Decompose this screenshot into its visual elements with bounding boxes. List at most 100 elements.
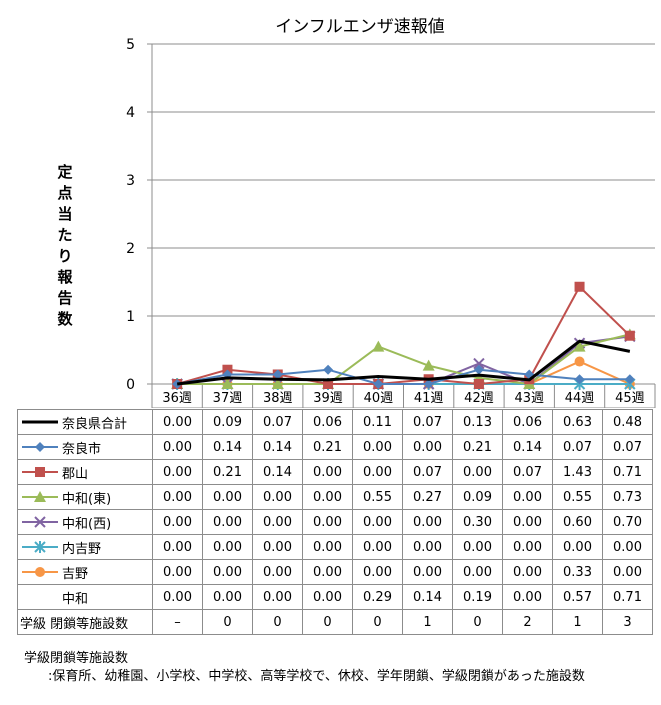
- data-label: 0.00: [302, 459, 353, 485]
- data-point: [422, 359, 435, 371]
- data-point: [372, 340, 385, 352]
- data-label: 0.00: [152, 409, 203, 435]
- data-label: 0.00: [302, 559, 353, 585]
- closures-count: 0: [302, 609, 353, 635]
- series-5: [171, 330, 636, 390]
- series-name: 郡山: [62, 466, 89, 482]
- data-label: 0.27: [402, 484, 453, 510]
- data-label: 0.00: [502, 584, 553, 610]
- series-line: [176, 368, 630, 385]
- data-point: [373, 379, 384, 389]
- series-name: 奈良市: [62, 441, 102, 457]
- data-label: 0.00: [152, 534, 203, 560]
- series-name: 中和(西): [62, 516, 112, 532]
- data-point: [35, 567, 45, 577]
- series-3: [172, 281, 635, 389]
- data-label: 0.07: [502, 459, 553, 485]
- data-label: 0.00: [452, 459, 503, 485]
- data-label: 0.21: [202, 459, 253, 485]
- data-point: [423, 379, 434, 389]
- closures-count: 0: [202, 609, 253, 635]
- data-point: [574, 281, 585, 292]
- data-point: [34, 491, 46, 502]
- data-label: 0.00: [302, 509, 353, 535]
- data-label: 0.00: [352, 534, 403, 560]
- closures-count: 1: [402, 609, 453, 635]
- data-label: 0.71: [602, 459, 653, 485]
- data-label: 0.21: [452, 434, 503, 460]
- data-label: 0.00: [152, 584, 203, 610]
- data-label: 0.70: [602, 509, 653, 535]
- data-point: [473, 379, 484, 389]
- data-label: 0.00: [302, 484, 353, 510]
- data-point: [624, 330, 635, 341]
- data-label: 0.57: [552, 584, 603, 610]
- data-label: 0.30: [452, 509, 503, 535]
- table-row: 中和(東) 0.00 0.00 0.00 0.00 0.55 0.27 0.09 0.00 0.5…: [17, 484, 653, 510]
- x-tick-label: 45週: [615, 391, 645, 406]
- series-name: 奈良県合計: [62, 416, 128, 432]
- data-point: [34, 516, 46, 528]
- data-label: 0.00: [202, 559, 253, 585]
- data-point: [323, 364, 334, 375]
- x-tick-label: 38週: [263, 391, 293, 406]
- chart-title: インフルエンザ速報値: [275, 17, 445, 37]
- series-name: 吉野: [62, 566, 89, 582]
- table-row-closures: 学級 閉鎖等施設数 –0 0 0 0 1 0 2 1 3: [17, 609, 653, 635]
- data-label: 0.00: [252, 559, 303, 585]
- data-label: 0.00: [502, 534, 553, 560]
- data-label: 0.13: [452, 409, 503, 435]
- footnote-title: 学級閉鎖等施設数: [24, 651, 129, 666]
- legend-key: [22, 567, 58, 577]
- data-label: 0.00: [352, 559, 403, 585]
- data-label: 0.07: [402, 409, 453, 435]
- data-label: 0.00: [352, 459, 403, 485]
- data-label: 0.11: [352, 409, 403, 435]
- table-row: 吉野 0.00 0.00 0.00 0.00 0.00 0.00 0.00 0.00 0.33 0.…: [17, 559, 653, 585]
- data-label: 0.60: [552, 509, 603, 535]
- legend-key: [20, 591, 60, 603]
- x-tick-label: 36週: [162, 391, 192, 406]
- data-label: 0.00: [402, 559, 453, 585]
- data-point: [34, 541, 46, 553]
- data-label: 0.33: [552, 559, 603, 585]
- data-point: [221, 378, 234, 389]
- data-point: [574, 374, 585, 385]
- data-label: 0.00: [352, 434, 403, 460]
- data-label: 0.55: [352, 484, 403, 510]
- data-label: 0.00: [602, 559, 653, 585]
- data-label: 0.07: [402, 459, 453, 485]
- data-label: 0.00: [352, 509, 403, 535]
- data-label: 0.00: [452, 534, 503, 560]
- data-label: 0.55: [552, 484, 603, 510]
- y-tick-label: 4: [126, 105, 135, 121]
- data-label: 0.09: [202, 409, 253, 435]
- closures-label: 学級 閉鎖等施設数: [17, 609, 153, 635]
- x-tick-label: 39週: [313, 391, 343, 406]
- series-4: [171, 328, 636, 389]
- data-table: 奈良県合計 0.00 0.09 0.07 0.06 0.11 0.07 0.13 0.06 0.6…: [17, 409, 653, 635]
- legend-entry: 郡山: [17, 459, 153, 485]
- data-label: 0.00: [252, 484, 303, 510]
- table-row: 内吉野 0.00 0.00 0.00 0.00 0.00 0.00 0.00 0.00 0.00 0…: [17, 534, 653, 560]
- table-row: 奈良市 0.00 0.14 0.14 0.21 0.00 0.00 0.21 0.14 0.07 0…: [17, 434, 653, 460]
- legend-key: [22, 420, 58, 424]
- data-label: 0.14: [202, 434, 253, 460]
- closures-count: 0: [252, 609, 303, 635]
- data-point: [323, 379, 334, 389]
- legend-entry: 中和(西): [17, 509, 153, 535]
- legend-entry: 中和(東): [17, 484, 153, 510]
- data-label: 0.00: [252, 584, 303, 610]
- data-label: 0.29: [352, 584, 403, 610]
- data-label: 0.00: [202, 484, 253, 510]
- data-label: 0.00: [152, 509, 203, 535]
- series-line: [176, 339, 631, 386]
- data-label: 0.21: [302, 434, 353, 460]
- data-label: 0.00: [202, 509, 253, 535]
- data-label: 0.00: [202, 584, 253, 610]
- chart-canvas: 0 1 2 3 4 5 36週 37週 38週 39週 40週 41週 42週 43週 44週 45週: [126, 37, 656, 408]
- legend-entry: 奈良市: [17, 434, 153, 460]
- closures-count: –: [152, 609, 203, 635]
- data-label: 0.14: [402, 584, 453, 610]
- data-label: 0.00: [402, 534, 453, 560]
